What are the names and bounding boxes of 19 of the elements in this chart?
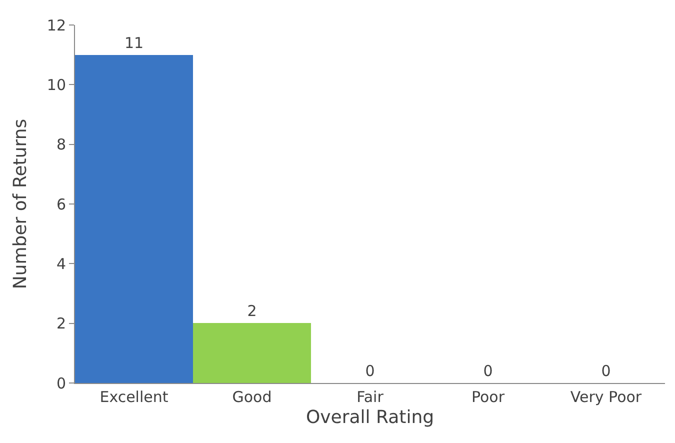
y-tick-label: 4 [56,254,66,273]
data-label: 11 [124,34,144,52]
y-tick-label: 12 [46,16,66,34]
x-tick-label: Poor [471,388,506,406]
data-label: 2 [247,302,257,320]
x-axis-title: Overall Rating [306,407,434,428]
data-label: 0 [601,362,611,380]
x-tick-label: Fair [356,388,384,406]
x-tick-label: Excellent [100,388,168,406]
y-tick-label: 2 [56,314,66,333]
y-tick-label: 8 [56,136,66,154]
data-label: 0 [365,362,375,380]
x-tick-label: Very Poor [570,388,642,406]
x-tick-label: Good [232,388,272,406]
y-axis-title: Number of Returns [10,118,32,290]
y-tick-label: 6 [56,195,66,214]
data-label: 0 [483,362,493,380]
y-tick-label: 10 [46,76,66,94]
y-tick-label: 0 [56,374,66,392]
